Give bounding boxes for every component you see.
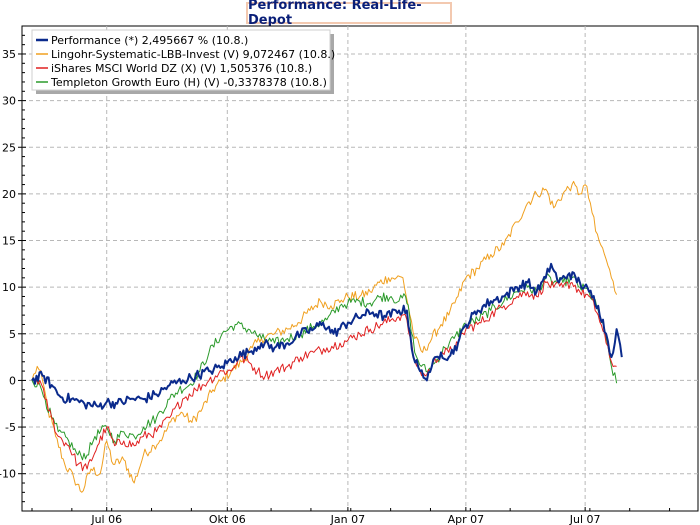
legend: Performance (*) 2,495667 % (10.8.)Lingoh…: [31, 29, 335, 94]
legend-entry: Performance (*) 2,495667 % (10.8.): [51, 34, 248, 47]
y-tick-label: 25: [2, 141, 16, 154]
legend-entry: Lingohr-Systematic-LBB-Invest (V) 9,0724…: [51, 48, 335, 61]
y-tick-label: 0: [9, 374, 16, 387]
axes: -10 -5 0 5 10 15 20 25 30 35 Jul 06 Okt 06 Jan 07 Apr…: [0, 25, 671, 525]
y-tick-label: 35: [2, 48, 16, 61]
plot-area: [21, 25, 699, 512]
x-tick-label: Jan 07: [330, 513, 365, 525]
series-line: [31, 180, 618, 493]
y-tick-label: 15: [2, 235, 16, 248]
y-tick-label: 30: [2, 95, 16, 108]
x-tick-label: Okt 06: [209, 513, 246, 525]
x-tick-label: Apr 07: [448, 513, 485, 525]
series-line: [31, 273, 618, 461]
y-tick-label: -5: [5, 421, 16, 434]
legend-box: [31, 29, 331, 91]
legend-entry: iShares MSCI World DZ (X) (V) 1,505376 (…: [51, 62, 312, 75]
y-tick-label: 20: [2, 188, 16, 201]
y-tick-label: 10: [2, 281, 16, 294]
series-line: [31, 262, 623, 410]
y-tick-label: -10: [0, 468, 16, 481]
chart-title: Performance: Real-Life-Depot: [246, 0, 452, 28]
y-tick-label: 5: [9, 328, 16, 341]
x-tick-label: Jul 07: [569, 513, 601, 525]
series-group: [31, 180, 623, 493]
series-line: [31, 280, 617, 472]
legend-entry: Templeton Growth Euro (H) (V) -0,3378378…: [50, 76, 327, 89]
x-tick-label: Jul 06: [90, 513, 122, 525]
